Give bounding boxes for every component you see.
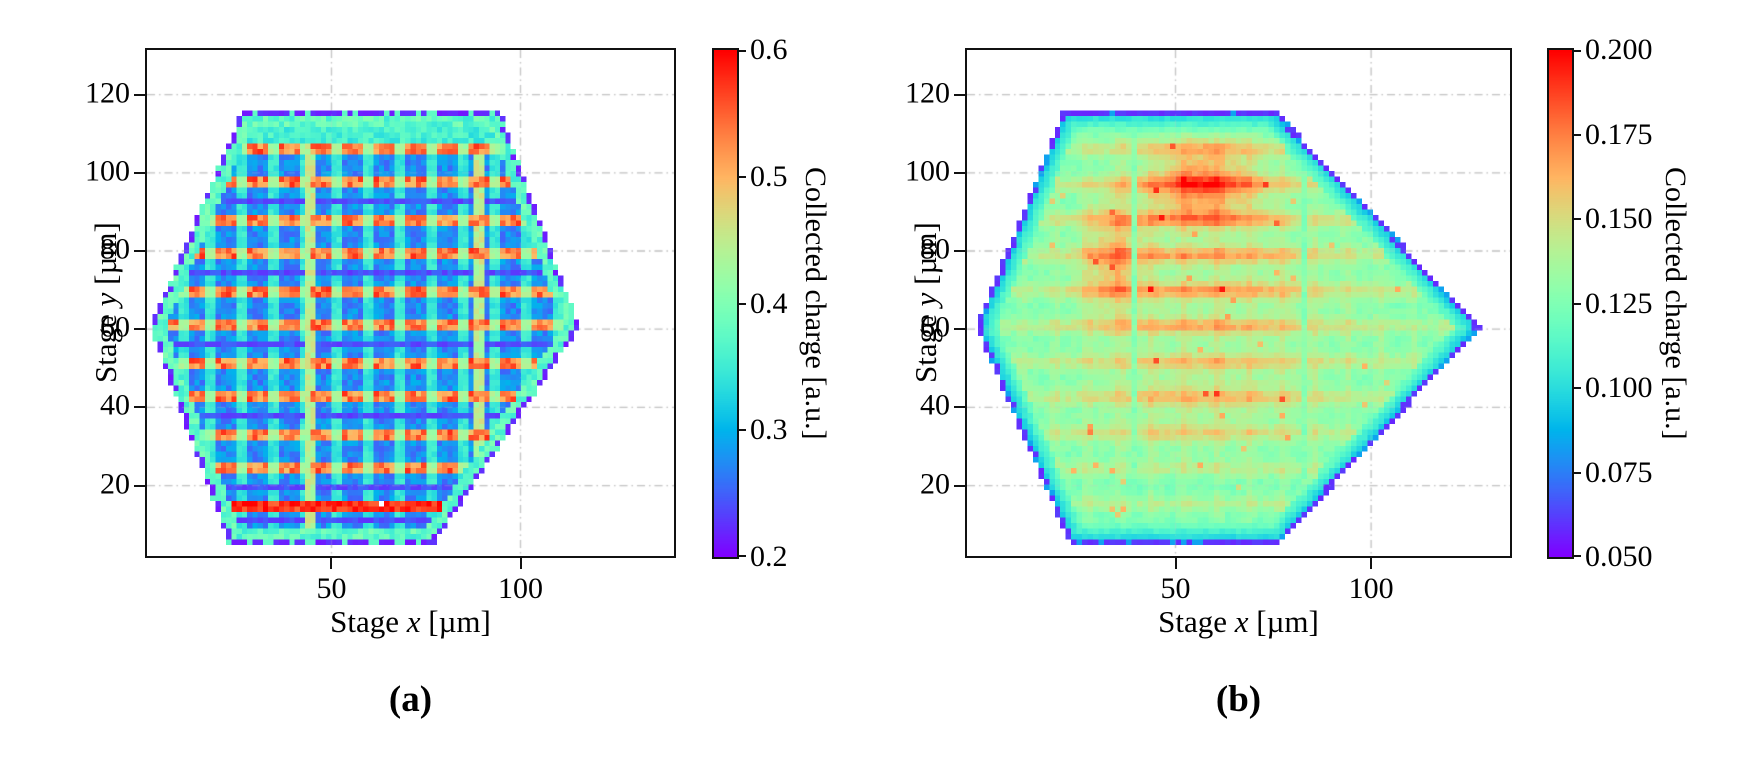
subfigure-caption-a: (a) bbox=[388, 679, 433, 720]
x-axis-unit: [µm] bbox=[420, 604, 491, 639]
colorbar-tick-label: 0.2 bbox=[750, 540, 788, 573]
colorbar-gradient bbox=[1549, 50, 1572, 557]
subfigure-caption-b: (b) bbox=[1215, 679, 1262, 720]
plot-area: 50 100 20 40 60 80 100 120 bbox=[905, 48, 1512, 605]
grid-overlay bbox=[147, 50, 674, 556]
y-tick-mark bbox=[954, 406, 965, 409]
y-tick-label: 40 bbox=[100, 389, 130, 423]
colorbar-tick-mark bbox=[737, 302, 746, 305]
colorbar-tick-label: 0.200 bbox=[1585, 33, 1653, 66]
x-tick-label: 50 bbox=[1160, 572, 1191, 605]
colorbar-tick-mark bbox=[1572, 387, 1581, 389]
y-tick-label: 120 bbox=[85, 76, 130, 110]
y-axis-variable: y bbox=[908, 293, 943, 307]
colorbar-tick-label: 0.150 bbox=[1585, 202, 1653, 235]
colorbar-tick-label: 0.3 bbox=[750, 413, 788, 447]
y-tick-label: 20 bbox=[100, 467, 130, 501]
colorbar-tick-label: 0.175 bbox=[1585, 117, 1653, 151]
colorbar-tick-mark bbox=[737, 429, 746, 432]
y-tick-label: 80 bbox=[100, 232, 130, 266]
y-tick-label: 60 bbox=[920, 310, 950, 344]
colorbar-tick-label: 0.5 bbox=[750, 159, 788, 193]
x-tick-label: 100 bbox=[498, 572, 543, 605]
y-tick-label: 120 bbox=[905, 76, 950, 110]
y-tick-mark bbox=[134, 171, 145, 174]
colorbar-tick-mark bbox=[1572, 471, 1581, 474]
y-tick-mark bbox=[134, 249, 145, 252]
x-tick-mark bbox=[1370, 558, 1373, 569]
y-tick-label: 100 bbox=[905, 154, 950, 188]
colorbar: 0.6 0.5 0.4 0.3 0.2 bbox=[712, 33, 788, 573]
y-tick-label: 80 bbox=[920, 232, 950, 266]
grid-overlay bbox=[967, 50, 1510, 556]
colorbar-gradient bbox=[714, 50, 737, 557]
x-axis-label: Stage x [µm] bbox=[145, 604, 676, 640]
y-axis-variable: y bbox=[88, 293, 123, 307]
colorbar-tick-label: 0.075 bbox=[1585, 455, 1653, 489]
x-axis-label: Stage x [µm] bbox=[965, 604, 1512, 640]
colorbar-tick-mark bbox=[737, 50, 746, 52]
x-tick-mark bbox=[330, 558, 333, 569]
y-tick-mark bbox=[954, 93, 965, 96]
x-tick-mark bbox=[519, 558, 522, 569]
x-tick-mark bbox=[1174, 558, 1177, 569]
colorbar-label: Collected charge [a.u.] bbox=[1659, 167, 1692, 440]
colorbar-tick-mark bbox=[1572, 133, 1581, 136]
x-axis-variable: x bbox=[1234, 604, 1249, 639]
x-axis-variable: x bbox=[406, 604, 421, 639]
y-tick-label: 20 bbox=[920, 467, 950, 501]
x-axis-label-text: Stage bbox=[1158, 604, 1235, 639]
x-tick-label: 50 bbox=[316, 572, 347, 605]
colorbar-tick-mark bbox=[737, 555, 746, 557]
y-tick-mark bbox=[954, 171, 965, 174]
colorbar-tick-label: 0.6 bbox=[750, 33, 788, 66]
colorbar-tick-mark bbox=[1572, 555, 1581, 557]
colorbar-tick-label: 0.125 bbox=[1585, 286, 1653, 320]
colorbar: 0.200 0.175 0.150 0.125 0.100 0.075 0.050 bbox=[1547, 33, 1653, 573]
colorbar-tick-label: 0.050 bbox=[1585, 540, 1653, 573]
colorbar-tick-mark bbox=[1572, 218, 1581, 220]
colorbar-tick-label: 0.4 bbox=[750, 286, 788, 320]
colorbar-tick-mark bbox=[1572, 302, 1581, 305]
y-tick-label: 100 bbox=[85, 154, 130, 188]
y-tick-mark bbox=[954, 249, 965, 252]
y-tick-mark bbox=[954, 328, 965, 331]
x-axis-unit: [µm] bbox=[1248, 604, 1319, 639]
x-axis-label-text: Stage bbox=[330, 604, 407, 639]
y-tick-mark bbox=[134, 328, 145, 331]
y-tick-mark bbox=[134, 406, 145, 409]
plot-area: 50 100 20 40 60 80 100 120 bbox=[85, 48, 676, 605]
x-tick-label: 100 bbox=[1348, 572, 1394, 605]
colorbar-tick-label: 0.100 bbox=[1585, 371, 1653, 404]
colorbar-tick-mark bbox=[1572, 50, 1581, 52]
y-tick-mark bbox=[134, 93, 145, 96]
y-tick-mark bbox=[954, 484, 965, 487]
y-tick-mark bbox=[134, 484, 145, 487]
y-tick-label: 60 bbox=[100, 310, 130, 344]
colorbar-tick-mark bbox=[737, 175, 746, 178]
colorbar-label: Collected charge [a.u.] bbox=[799, 167, 832, 440]
y-tick-label: 40 bbox=[920, 389, 950, 423]
